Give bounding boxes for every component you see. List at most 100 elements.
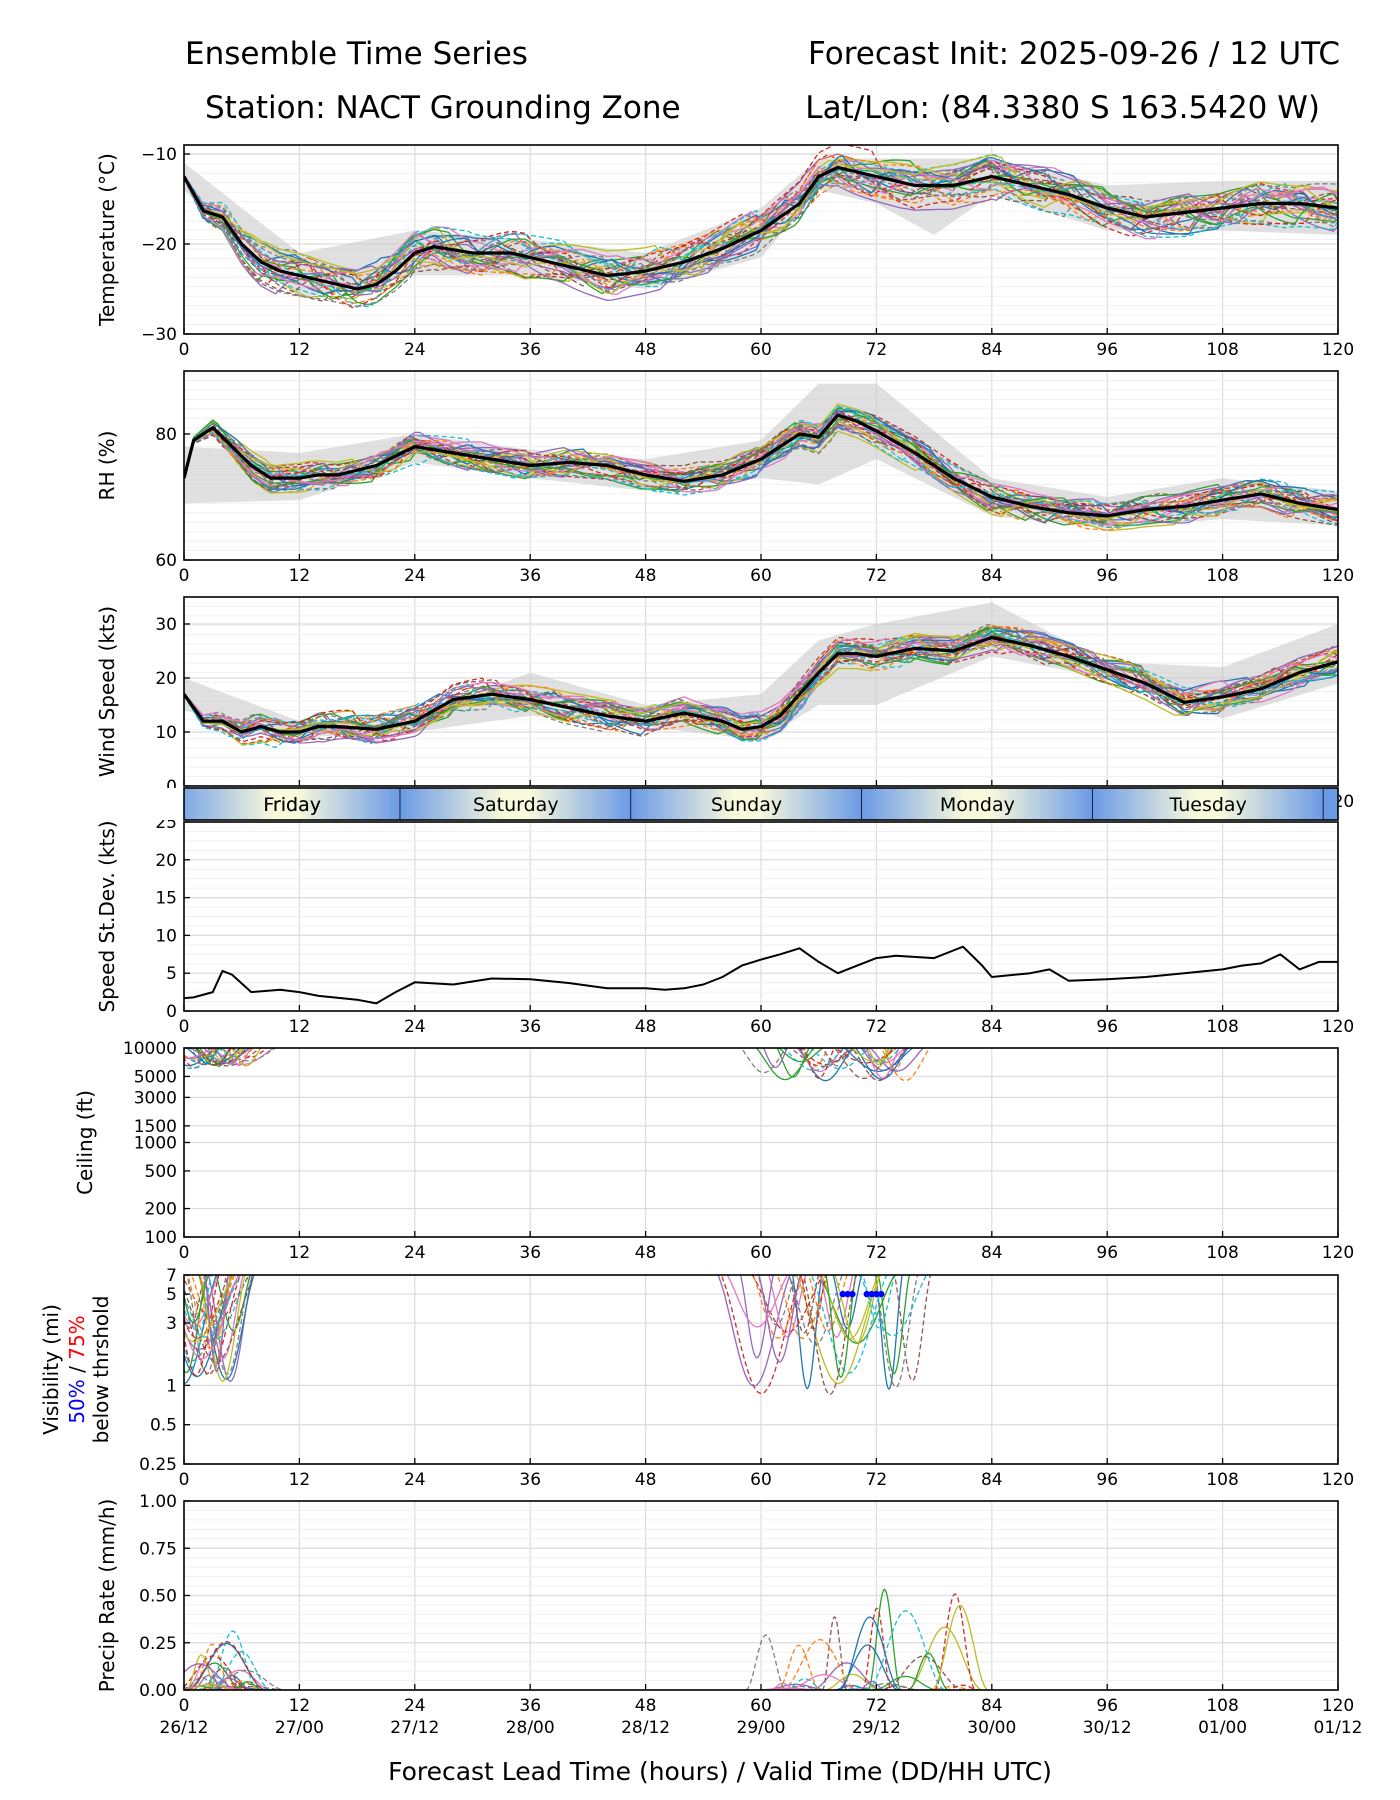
x-tick-label: 120 [1322, 566, 1354, 586]
valid-time-label: 30/12 [1083, 1718, 1132, 1738]
x-tick-label: 24 [404, 1243, 426, 1263]
visibility-member-line [184, 1275, 206, 1329]
ceiling-member-line [190, 1048, 219, 1066]
y-tick-label: 80 [155, 425, 177, 445]
visibility-member-line [190, 1275, 236, 1327]
y-tick-label: 200 [145, 1200, 177, 1220]
x-tick-label: 108 [1206, 340, 1238, 360]
visibility-member-line [791, 1275, 823, 1390]
x-tick-label: 48 [635, 1696, 657, 1716]
ceiling-ylabel: Ceiling (ft) [73, 1090, 97, 1195]
chart-panels: −30−20−100 12 24 36 48 60 72 84 96 108 120Temperat… [39, 144, 1354, 1716]
precip_rate-panel: 0.00 0.25 0.50 0.75 1.00 0 12 24 36 48 60 72 84 96 108… [95, 1492, 1354, 1716]
ceiling-member-line [199, 1048, 232, 1066]
ceiling-member-line [755, 1048, 815, 1081]
visibility-member-line [204, 1275, 229, 1373]
x-axis-footer: 26/12 27/00 27/12 28/00 28/12 29/00 29/12 30/00… [160, 1718, 1363, 1738]
figure-title: Ensemble Time Series Forecast Init: 2025… [185, 36, 1340, 126]
y-tick-label: 10 [155, 926, 177, 946]
rh-member-line [184, 406, 1338, 528]
visibility-member-line [186, 1275, 228, 1376]
precip_rate-member-line [858, 1680, 886, 1690]
x-tick-label: 120 [1322, 1243, 1354, 1263]
rh-member-line [184, 414, 1338, 531]
x-tick-label: 12 [289, 1470, 311, 1490]
y-tick-label: 1.00 [139, 1492, 177, 1512]
threshold-p50-marker [868, 1290, 875, 1298]
wind_speed-member-line [184, 624, 1338, 728]
precip_rate-ylabel: Precip Rate (mm/h) [95, 1499, 119, 1693]
visibility-panel: 0.25 0.5 1 3 57 0 12 24 36 48 60 72 84 96 108 120 Visibi… [39, 1266, 1354, 1490]
x-tick-label: 120 [1322, 340, 1354, 360]
temperature-member-line [184, 153, 1338, 295]
visibility-threshold-legend: 50% / 75% [65, 1315, 89, 1423]
x-tick-label: 108 [1206, 1696, 1238, 1716]
ceiling-member-line [184, 1048, 215, 1059]
day-band [631, 788, 862, 820]
x-tick-label: 48 [635, 1470, 657, 1490]
precip_rate-member-line [185, 1654, 217, 1690]
x-tick-label: 36 [519, 1017, 541, 1037]
visibility-ylabel-line3: below thrshold [89, 1296, 113, 1444]
precip_rate-member-line [861, 1607, 892, 1690]
ceiling-member-line [867, 1048, 890, 1065]
ceiling-member-line [184, 1048, 212, 1060]
valid-time-label: 28/12 [621, 1718, 670, 1738]
legend-sep: / [65, 1360, 89, 1379]
x-tick-label: 36 [519, 340, 541, 360]
x-tick-label: 0 [179, 1243, 190, 1263]
x-tick-label: 96 [1096, 1017, 1118, 1037]
threshold-p50-marker [873, 1290, 880, 1298]
visibility-member-line [184, 1275, 256, 1363]
y-tick-label: 500 [145, 1162, 177, 1182]
x-tick-label: 12 [289, 340, 311, 360]
ceiling-member-line [226, 1048, 252, 1067]
rh-mean-line [184, 413, 1338, 518]
ceiling-grid [183, 1047, 1339, 1238]
temperature-plot-area [184, 145, 1338, 309]
y-tick-label: 1000 [134, 1134, 177, 1154]
y-tick-label: 3 [166, 1314, 177, 1334]
x-tick-label: 60 [750, 1470, 772, 1490]
temperature-member-line [184, 164, 1338, 302]
precip_rate-member-line [906, 1626, 983, 1690]
day-label: Friday [263, 794, 321, 816]
title-left-2: Station: NACT Grounding Zone [205, 90, 681, 126]
x-tick-label: 24 [404, 340, 426, 360]
precip_rate-member-line [811, 1662, 882, 1690]
wind_speed-panel: 010203001224364860728496108120Wind Speed… [95, 596, 1354, 812]
y-tick-label: 15 [155, 889, 177, 909]
visibility-member-line [198, 1275, 231, 1367]
title-right-1: Forecast Init: 2025-09-26 / 12 UTC [808, 36, 1340, 72]
x-tick-label: 84 [981, 1017, 1003, 1037]
temperature-member-line [184, 158, 1338, 290]
visibility-member-line [768, 1275, 807, 1338]
precip_rate-member-line [786, 1674, 862, 1690]
wind_speed-member-line [184, 634, 1338, 746]
x-tick-label: 24 [404, 1017, 426, 1037]
x-tick-label: 72 [866, 566, 888, 586]
y-tick-label: 0.50 [139, 1587, 177, 1607]
precip_rate-member-line [945, 1684, 980, 1690]
temperature-member-line [184, 169, 1338, 300]
wind_speed-member-line [184, 632, 1338, 740]
x-tick-label: 72 [866, 1470, 888, 1490]
x-tick-label: 60 [750, 1696, 772, 1716]
visibility-member-line [184, 1275, 235, 1343]
visibility-member-line [807, 1275, 848, 1332]
y-tick-label: 1 [166, 1376, 177, 1396]
day-label: Saturday [473, 794, 559, 816]
y-tick-label: 20 [155, 669, 177, 689]
day-strip-mask [0, 788, 184, 820]
ceiling-member-line [194, 1048, 249, 1065]
precip_rate-member-line [781, 1638, 858, 1690]
valid-time-label: 27/12 [390, 1718, 439, 1738]
visibility-member-line [184, 1275, 213, 1369]
day-strip-frame [183, 787, 1339, 821]
y-tick-label: −10 [141, 145, 177, 165]
x-tick-label: 36 [519, 1470, 541, 1490]
visibility-plot-area [184, 1275, 931, 1396]
